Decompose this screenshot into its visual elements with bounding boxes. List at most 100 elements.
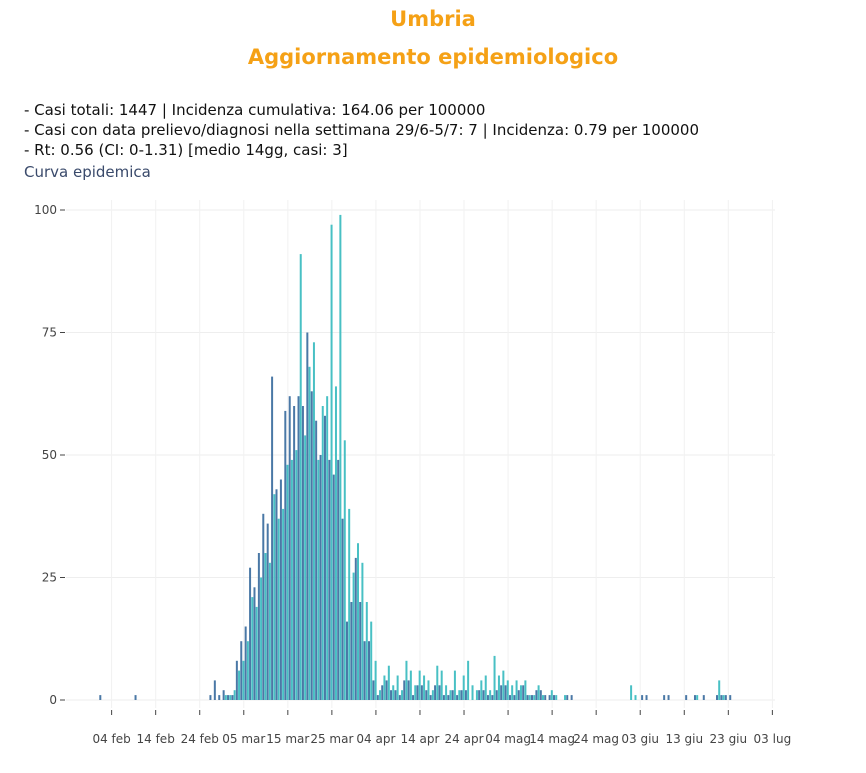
bar-series-b [427, 680, 430, 700]
bar-series-a [354, 557, 357, 700]
bar-series-a [372, 680, 375, 700]
bar-series-a [288, 396, 291, 700]
bar-series-b [440, 670, 443, 700]
bar-series-a [350, 602, 353, 700]
bar-series-b [634, 695, 637, 700]
bar-series-a [724, 695, 727, 700]
bar-series-a [99, 695, 102, 700]
bar-series-a [235, 660, 238, 700]
bar-series-a [495, 690, 498, 700]
bar-series-a [227, 695, 230, 700]
bar-series-b [387, 665, 390, 700]
x-tick-label: 23 giu [709, 732, 747, 746]
bar-series-a [566, 695, 569, 700]
bar-series-a [544, 695, 547, 700]
bar-series-a [244, 626, 247, 700]
bar-series-b [502, 670, 505, 700]
bar-series-a [447, 695, 450, 700]
bar-series-a [663, 695, 666, 700]
bar-series-b [484, 675, 487, 700]
x-tick-label: 04 feb [92, 732, 130, 746]
bar-series-a [517, 690, 520, 700]
bar-series-b [542, 695, 545, 700]
bar-series-a [218, 695, 221, 700]
bar-series-a [301, 406, 304, 700]
bar-series-a [693, 695, 696, 700]
bar-series-b [251, 597, 254, 700]
bar-series-b [405, 660, 408, 700]
bar-series-b [515, 680, 518, 700]
bar-series-b [374, 660, 377, 700]
bar-series-a [526, 695, 529, 700]
bar-series-b [330, 224, 333, 700]
bar-series-a [284, 410, 287, 700]
bar-series-b [299, 254, 302, 700]
bar-series-b [246, 641, 249, 700]
bar-series-b [282, 508, 285, 700]
bar-series-a [645, 695, 648, 700]
bar-series-b [356, 543, 359, 700]
x-tick-label: 14 mag [529, 732, 575, 746]
bar-series-a [381, 685, 384, 700]
x-tick-label: 24 mag [573, 732, 619, 746]
x-tick-label: 03 giu [621, 732, 659, 746]
bar-series-b [528, 695, 531, 700]
bar-series-b [277, 518, 280, 700]
bar-series-b [348, 508, 351, 700]
bar-series-a [416, 685, 419, 700]
bar-series-a [513, 695, 516, 700]
bar-series-a [306, 332, 309, 700]
bar-series-a [403, 680, 406, 700]
bar-series-a [385, 680, 388, 700]
y-tick-label: 75 [42, 326, 57, 340]
bar-series-a [420, 685, 423, 700]
bar-series-a [491, 695, 494, 700]
bar-series-b [321, 406, 324, 700]
bar-series-b [290, 459, 293, 700]
bar-series-a [539, 690, 542, 700]
bar-series-b [370, 621, 373, 700]
bar-series-b [458, 690, 461, 700]
bar-series-a [222, 690, 225, 700]
bar-series-b [414, 685, 417, 700]
bar-series-b [396, 675, 399, 700]
bar-series-a [456, 695, 459, 700]
bar-series-a [376, 695, 379, 700]
bar-series-a [257, 553, 260, 700]
page-title: Aggiornamento epidemiologico [247, 45, 619, 69]
bar-series-a [253, 587, 256, 700]
bar-series-a [398, 695, 401, 700]
bar-series-b [401, 690, 404, 700]
x-tick-label: 24 apr [445, 732, 484, 746]
bar-series-b [260, 577, 263, 700]
bar-series-b [449, 690, 452, 700]
bar-series-a [720, 695, 723, 700]
bar-series-a [337, 459, 340, 700]
bar-series-a [328, 459, 331, 700]
bar-series-a [548, 695, 551, 700]
bar-series-a [275, 489, 278, 700]
bar-series-a [486, 695, 489, 700]
bar-series-b [317, 459, 320, 700]
region-title: Umbria [390, 7, 476, 31]
bar-series-a [323, 415, 326, 700]
bar-series-b [493, 655, 496, 700]
bar-series-a [266, 523, 269, 700]
bar-series-b [630, 685, 633, 700]
bar-series-b [462, 675, 465, 700]
bar-series-a [231, 695, 234, 700]
bar-series-b [339, 214, 342, 700]
bar-series-b [233, 690, 236, 700]
y-tick-label: 0 [49, 693, 57, 707]
bar-series-b [696, 695, 699, 700]
x-tick-label: 14 feb [137, 732, 175, 746]
bar-series-a [530, 695, 533, 700]
x-tick-label: 04 mag [485, 732, 531, 746]
bar-series-a [667, 695, 670, 700]
bar-series-a [134, 695, 137, 700]
bar-series-b [383, 675, 386, 700]
bar-series-a [425, 690, 428, 700]
bar-series-a [429, 695, 432, 700]
bar-series-b [334, 386, 337, 700]
bar-series-b [295, 450, 298, 700]
